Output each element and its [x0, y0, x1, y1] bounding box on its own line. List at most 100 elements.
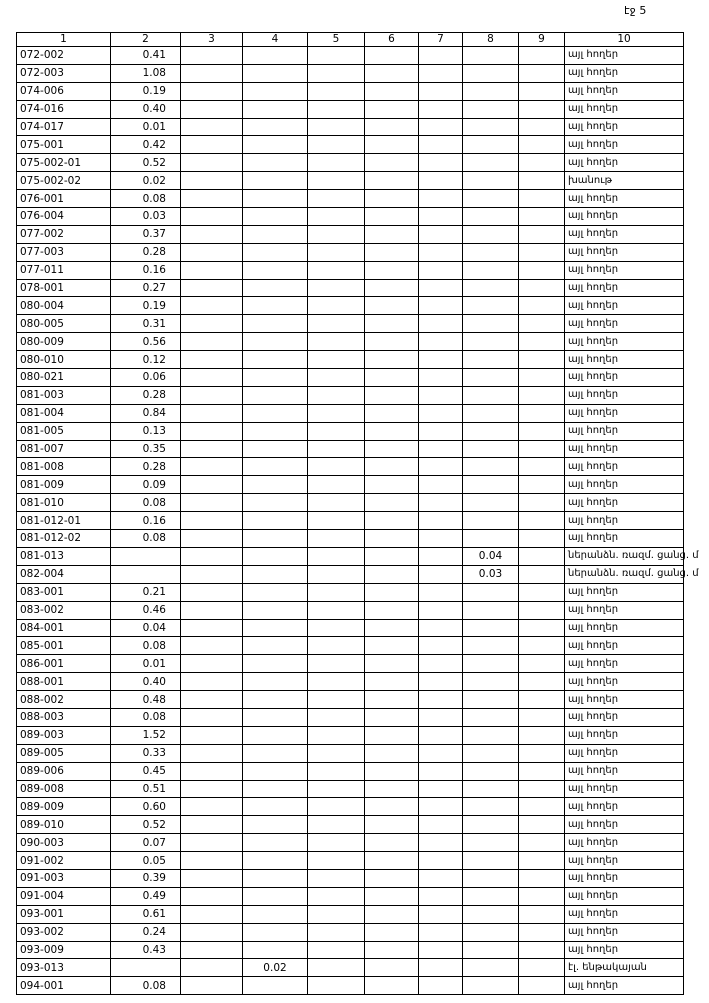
table-row: 081-013 0.04 ներանձն. ռազմ. ցանց. մ — [16, 546, 699, 566]
table-cell: 072-003 — [16, 63, 111, 83]
table-cell: այլ հողեր — [564, 618, 684, 638]
table-cell — [242, 707, 308, 727]
table-cell: այլ հողեր — [564, 385, 684, 405]
table-cell — [462, 117, 519, 137]
table-cell: այլ հողեր — [564, 475, 684, 495]
table-cell — [418, 385, 463, 405]
table-cell — [518, 707, 565, 727]
table-cell — [242, 260, 308, 280]
table-cell — [364, 725, 419, 745]
table-cell — [242, 922, 308, 942]
table-cell — [462, 135, 519, 155]
table-cell — [307, 904, 365, 924]
table-cell: այլ հողեր — [564, 833, 684, 853]
table-cell — [418, 922, 463, 942]
table-cell — [307, 493, 365, 513]
table-cell: 0.19 — [110, 296, 181, 316]
table-cell — [180, 421, 243, 441]
table-cell — [307, 815, 365, 835]
table-cell — [242, 135, 308, 155]
table-cell: այլ հողեր — [564, 439, 684, 459]
table-cell — [364, 672, 419, 692]
table-cell: այլ հողեր — [564, 332, 684, 352]
table-cell — [242, 618, 308, 638]
table-cell — [418, 797, 463, 817]
table-row: 082-004 0.03 ներանձն. ռազմ. ցանց. մ — [16, 564, 699, 584]
table-cell — [242, 672, 308, 692]
table-cell — [364, 403, 419, 423]
table-cell — [180, 457, 243, 477]
table-cell — [364, 779, 419, 799]
table-cell — [462, 403, 519, 423]
table-cell — [242, 117, 308, 137]
table-cell — [307, 207, 365, 226]
table-cell — [462, 636, 519, 656]
table-row: 080-009 0.56 այլ հողեր — [16, 332, 684, 352]
table-cell — [418, 707, 463, 727]
table-cell — [180, 171, 243, 191]
table-cell: այլ հողեր — [564, 421, 684, 441]
table-cell — [518, 564, 565, 584]
table-cell — [307, 439, 365, 459]
table-cell: այլ հողեր — [564, 779, 684, 799]
table-cell — [364, 618, 419, 638]
table-cell: 075-002-02 — [16, 171, 111, 191]
table-cell: այլ հողեր — [564, 403, 684, 423]
table-cell: 081-009 — [16, 475, 111, 495]
table-cell: այլ հողեր — [564, 81, 684, 101]
table-cell — [518, 761, 565, 781]
table-cell — [180, 672, 243, 692]
table-cell — [180, 511, 243, 531]
table-cell — [307, 63, 365, 83]
table-cell — [462, 922, 519, 942]
table-cell: այլ հողեր — [564, 815, 684, 835]
table-cell — [518, 368, 565, 387]
table-cell — [242, 761, 308, 781]
table-cell: ներանձն. ռազմ. ցանց. մ — [564, 546, 699, 566]
table-cell — [242, 636, 308, 656]
table-cell — [462, 725, 519, 745]
table-cell — [462, 815, 519, 835]
table-cell: այլ հողեր — [564, 690, 684, 709]
table-cell — [462, 332, 519, 352]
table-cell — [307, 332, 365, 352]
table-cell — [518, 224, 565, 244]
table-cell: 0.08 — [110, 976, 181, 996]
table-cell — [307, 278, 365, 298]
table-cell — [418, 63, 463, 83]
table-cell — [180, 833, 243, 853]
table-row: 093-001 0.61 այլ հողեր — [16, 904, 684, 924]
table-cell — [462, 99, 519, 119]
table-cell — [418, 117, 463, 137]
table-row: 075-002-02 0.02 խանութ — [16, 171, 684, 191]
table-cell — [242, 421, 308, 441]
table-cell: այլ հողեր — [564, 153, 684, 173]
table-cell: 076-001 — [16, 189, 111, 209]
table-cell: 0.06 — [110, 368, 181, 387]
table-cell — [418, 224, 463, 244]
table-cell — [180, 654, 243, 674]
table-cell — [180, 278, 243, 298]
table-cell — [418, 278, 463, 298]
table-cell: 078-001 — [16, 278, 111, 298]
table-cell: 074-006 — [16, 81, 111, 101]
table-cell — [180, 81, 243, 101]
table-cell — [518, 81, 565, 101]
table-row: 093-002 0.24 այլ հողեր — [16, 922, 684, 942]
table-cell — [364, 207, 419, 226]
table-cell: 081-007 — [16, 439, 111, 459]
table-cell — [242, 976, 308, 996]
table-cell — [462, 46, 519, 65]
table-row: 078-001 0.27 այլ հողեր — [16, 278, 684, 298]
table-cell — [307, 153, 365, 173]
table-row: 074-006 0.19 այլ հողեր — [16, 81, 684, 101]
table-cell — [364, 457, 419, 477]
table-row: 089-010 0.52 այլ հողեր — [16, 815, 684, 835]
table-cell — [307, 636, 365, 656]
table-cell — [418, 296, 463, 316]
table-cell — [364, 922, 419, 942]
table-row: 090-003 0.07 այլ հողեր — [16, 833, 684, 853]
table-cell: 0.07 — [110, 833, 181, 853]
table-cell — [462, 690, 519, 709]
table-cell — [242, 153, 308, 173]
